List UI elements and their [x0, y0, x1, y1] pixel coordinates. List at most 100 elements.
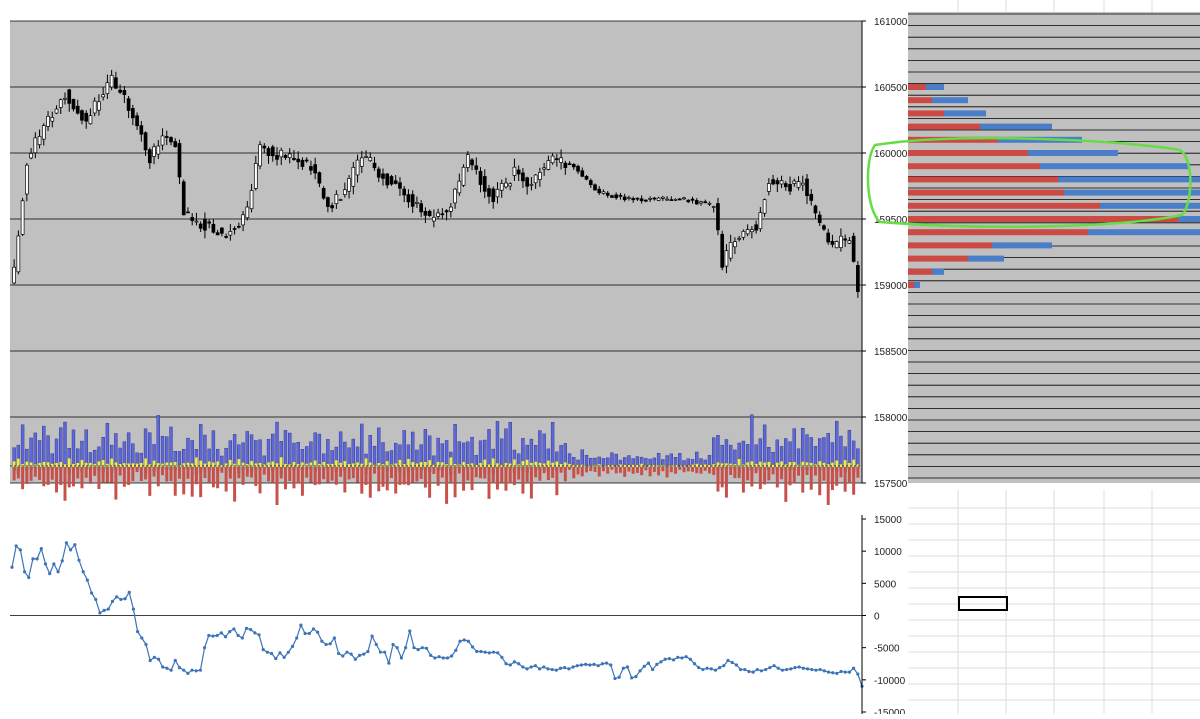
candle-body: [338, 199, 343, 201]
candle-body: [198, 223, 203, 229]
volume-bar-blue: [275, 421, 279, 467]
volume-bar-red: [101, 467, 105, 483]
candle-body: [830, 240, 835, 245]
candle-body: [538, 172, 542, 180]
candle-body: [482, 176, 487, 192]
candle-body: [177, 143, 182, 178]
candle-body: [211, 223, 216, 233]
volume-bar-red: [267, 467, 271, 482]
volume-bar-red: [788, 467, 792, 486]
profile-bar-red: [908, 150, 1028, 156]
volume-bar-blue: [712, 437, 716, 467]
volume-bar-blue: [601, 458, 606, 467]
line-point: [554, 668, 558, 672]
line-point: [73, 543, 77, 547]
volume-bar-blue: [834, 420, 839, 467]
volume-bar-blue: [114, 433, 118, 467]
candle-body: [351, 167, 356, 187]
candle-body: [754, 224, 758, 231]
line-point: [797, 665, 801, 669]
candle-body: [326, 197, 330, 207]
volume-bar-red: [479, 467, 483, 479]
volume-bar-red: [623, 467, 627, 477]
line-point: [588, 663, 592, 667]
line-tick-label: 10000: [874, 547, 902, 558]
profile-bar-red: [908, 176, 1058, 183]
candle-body: [495, 188, 500, 198]
volume-bar-blue: [801, 428, 805, 467]
line-point: [680, 656, 684, 660]
candle-body: [682, 197, 686, 200]
line-point: [780, 668, 785, 672]
candle-body: [97, 101, 101, 111]
volume-bar-red: [356, 467, 360, 483]
volume-bar-red: [105, 467, 109, 483]
volume-bar-blue: [453, 424, 457, 467]
line-point: [709, 667, 713, 671]
volume-bar-red: [746, 467, 750, 481]
volume-bar-blue: [126, 432, 131, 467]
candle-body: [516, 169, 521, 175]
green-highlight-ellipse: [866, 136, 1192, 228]
line-point: [215, 633, 219, 638]
profile-bar-red: [908, 282, 914, 288]
volume-bar-red: [758, 467, 762, 490]
line-point: [35, 557, 39, 561]
line-point: [491, 650, 496, 654]
line-point: [203, 646, 207, 650]
candle-body: [487, 188, 491, 197]
profile-bar-red: [908, 229, 1088, 236]
volume-bar-red: [288, 467, 292, 481]
line-point: [416, 647, 420, 652]
candle-body: [376, 168, 381, 178]
volume-bar-red: [326, 467, 330, 483]
volume-bar-red: [593, 467, 597, 472]
candle-body: [423, 210, 428, 216]
profile-bar-blue: [932, 97, 968, 104]
line-point: [152, 655, 156, 659]
line-point: [517, 662, 521, 666]
volume-bar-blue: [580, 449, 584, 467]
line-point: [144, 642, 148, 647]
candle-body: [419, 203, 423, 213]
selected-cell[interactable]: [958, 596, 1008, 611]
candle-body: [190, 217, 195, 221]
volume-bar-red: [148, 467, 152, 496]
candle-body: [313, 164, 317, 174]
candle-body: [245, 206, 250, 219]
volume-bars: [10, 414, 862, 505]
candle-body: [67, 89, 72, 104]
volume-bar-blue: [444, 440, 449, 467]
line-point: [282, 655, 286, 659]
volume-bar-blue: [826, 432, 830, 467]
candle-body: [788, 184, 792, 192]
volume-bar-blue: [296, 442, 300, 467]
volume-bar-red: [156, 467, 160, 487]
volume-bar-red: [618, 467, 622, 473]
candle-body: [457, 180, 462, 194]
price-axis: 161000 160500 160000 159500 159000 158500 1580…: [861, 17, 908, 490]
line-point: [14, 544, 18, 548]
volume-bar-red: [161, 467, 165, 476]
line-point: [533, 664, 537, 668]
volume-bar-blue: [165, 436, 169, 467]
line-point: [793, 666, 797, 670]
volume-bar-red: [275, 467, 279, 505]
candle-body: [368, 157, 373, 162]
volume-bar-red: [805, 467, 809, 476]
line-point: [805, 667, 810, 671]
line-point: [295, 636, 299, 640]
volume-bar-red: [29, 467, 33, 481]
volume-bar-red: [245, 467, 249, 477]
line-point: [77, 558, 81, 562]
line-point: [119, 597, 123, 602]
candle-body: [741, 231, 746, 238]
volume-bar-red: [50, 467, 54, 480]
volume-bar-red: [470, 467, 474, 491]
candle-body: [207, 221, 211, 224]
volume-bar-red: [93, 467, 97, 476]
candle-body: [597, 188, 602, 194]
line-point: [822, 669, 826, 673]
candle-body: [224, 236, 228, 238]
volume-bar-blue: [37, 440, 42, 467]
